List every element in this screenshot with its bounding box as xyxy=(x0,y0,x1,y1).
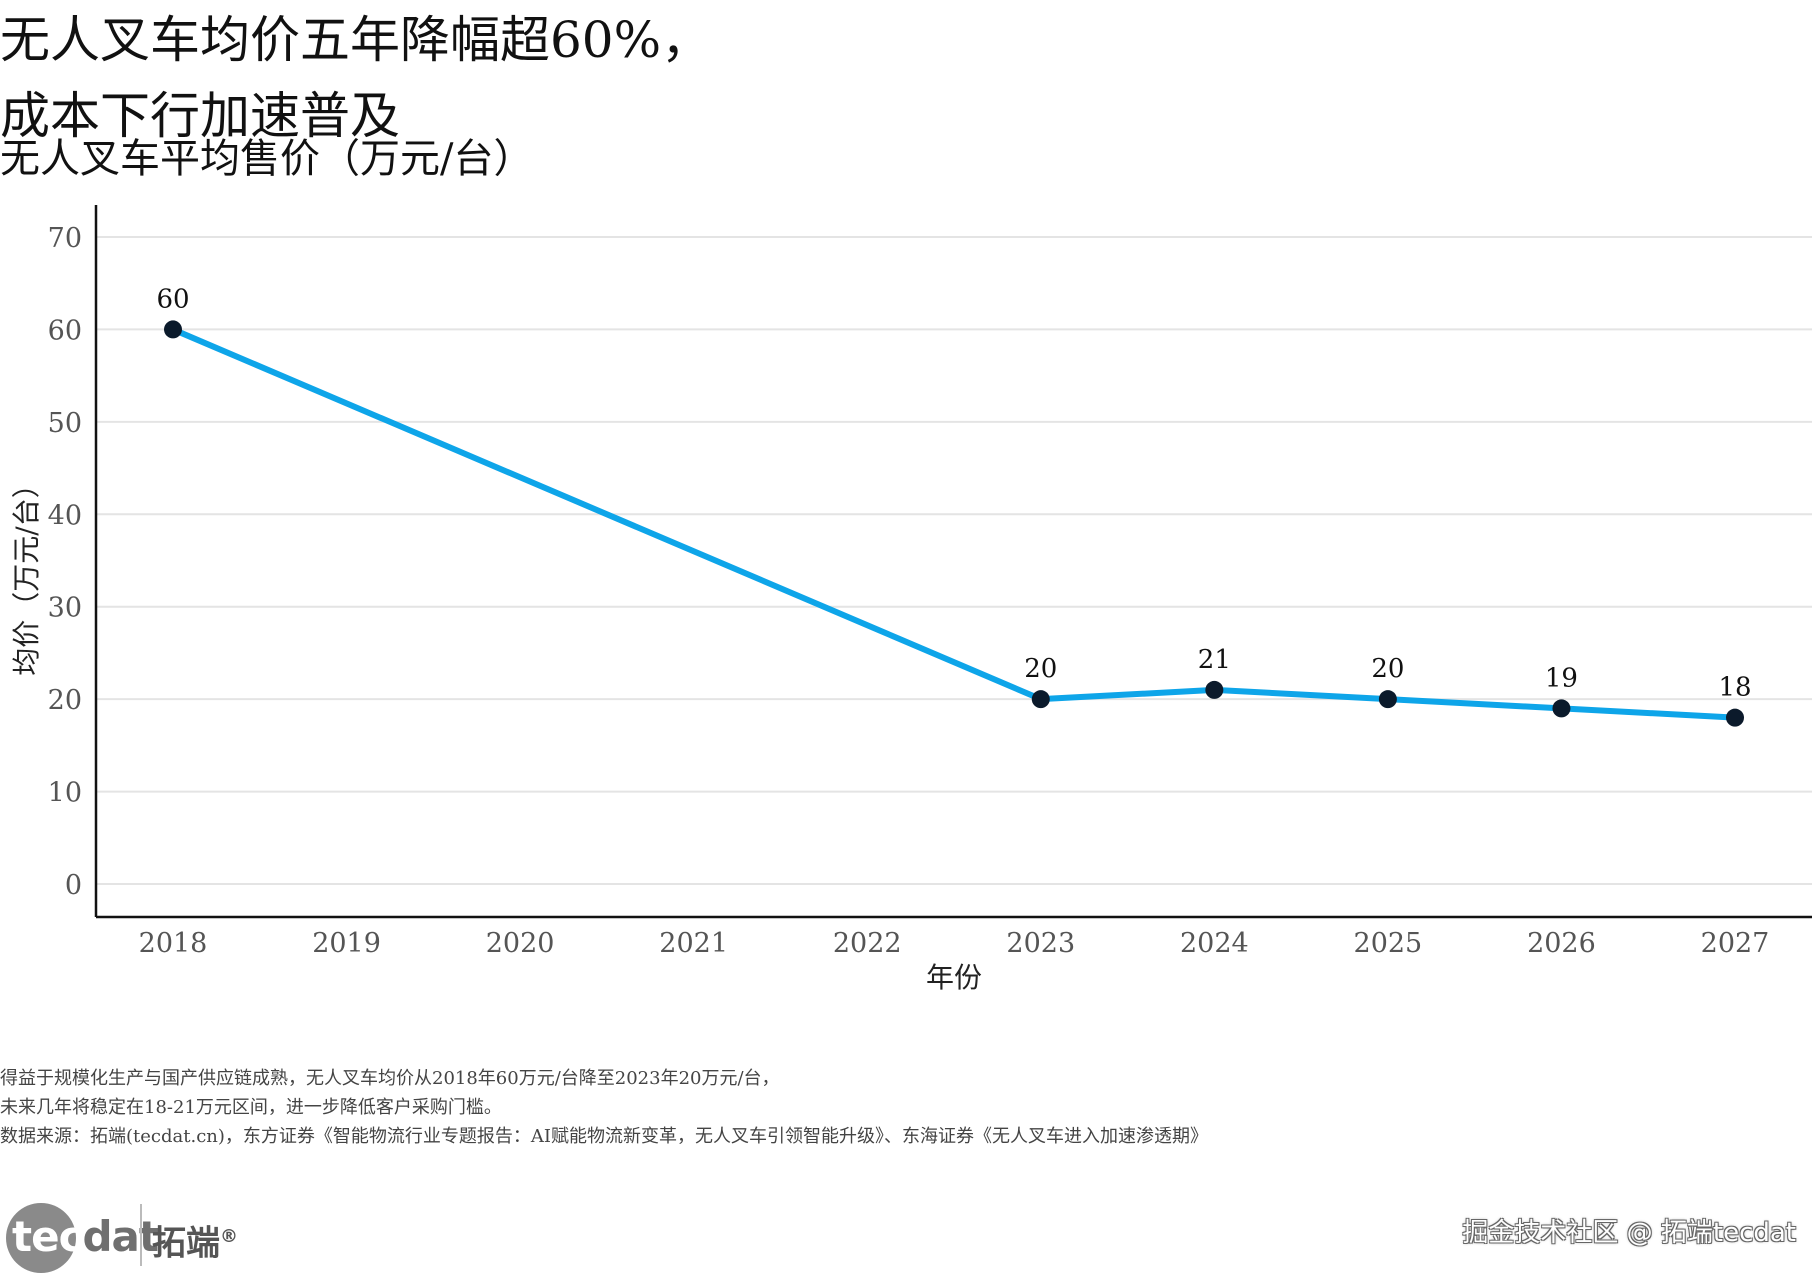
x-tick-label-2021: 2021 xyxy=(659,928,728,959)
x-tick-label-2023: 2023 xyxy=(1006,928,1075,959)
caption-line-1: 得益于规模化生产与国产供应链成熟，无人叉车均价从2018年60万元/台降至202… xyxy=(0,1068,780,1089)
x-tick-label-2026: 2026 xyxy=(1527,928,1596,959)
tecdat-logo: tecdat 拓端® xyxy=(6,1196,238,1280)
data-point-2018 xyxy=(164,320,182,339)
data-point-2026 xyxy=(1552,699,1571,718)
x-tick-label-2024: 2024 xyxy=(1180,928,1249,959)
chart-subtitle: 无人叉车平均售价（万元/台） xyxy=(0,136,534,182)
title-line-1: 无人叉车均价五年降幅超60%， xyxy=(0,11,712,69)
x-tick-label-2025: 2025 xyxy=(1354,928,1423,959)
y-axis-title: 均价（万元/台） xyxy=(10,470,43,675)
x-tick-label-2018: 2018 xyxy=(139,928,208,959)
logo-circle xyxy=(6,1203,76,1273)
y-tick-label-60: 60 xyxy=(48,315,82,346)
data-label-2024: 21 xyxy=(1198,645,1231,675)
data-point-2027 xyxy=(1726,708,1744,727)
logo-chinese-name: 拓端® xyxy=(152,1223,238,1264)
data-point-2023 xyxy=(1031,690,1050,709)
y-tick-label-0: 0 xyxy=(65,870,82,901)
chart-title: 无人叉车均价五年降幅超60%， 成本下行加速普及 xyxy=(0,2,711,154)
series-line-0 xyxy=(170,326,1738,721)
data-label-2025: 20 xyxy=(1371,654,1404,684)
chart-caption: 得益于规模化生产与国产供应链成熟，无人叉车均价从2018年60万元/台降至202… xyxy=(0,1064,1208,1151)
watermark: 掘金技术社区 @ 拓端tecdat xyxy=(1462,1218,1796,1248)
data-label-2026: 19 xyxy=(1545,663,1578,693)
y-tick-label-30: 30 xyxy=(48,593,82,624)
y-tick-label-20: 20 xyxy=(48,685,82,716)
data-label-2027: 18 xyxy=(1718,673,1751,703)
data-label-2023: 20 xyxy=(1024,654,1057,684)
y-tick-label-70: 70 xyxy=(48,223,82,254)
x-tick-label-2020: 2020 xyxy=(486,928,555,959)
x-axis-title: 年份 xyxy=(926,961,982,994)
y-tick-label-40: 40 xyxy=(48,500,82,531)
x-tick-label-2027: 2027 xyxy=(1701,928,1770,959)
data-point-2025 xyxy=(1378,690,1397,709)
x-tick-label-2019: 2019 xyxy=(312,928,381,959)
data-label-2018: 60 xyxy=(156,284,189,314)
data-point-2024 xyxy=(1205,680,1224,699)
logo-wordmark: tecdat xyxy=(12,1212,159,1261)
caption-source: 数据来源：拓端(tecdat.cn)，东方证券《智能物流行业专题报告：AI赋能物… xyxy=(0,1126,1208,1147)
y-tick-label-50: 50 xyxy=(48,408,82,439)
caption-line-2: 未来几年将稳定在18-21万元区间，进一步降低客户采购门槛。 xyxy=(0,1097,502,1118)
y-tick-label-10: 10 xyxy=(48,778,82,809)
x-tick-label-2022: 2022 xyxy=(833,928,902,959)
logo-divider xyxy=(140,1204,142,1266)
title-line-2: 成本下行加速普及 xyxy=(0,87,400,145)
